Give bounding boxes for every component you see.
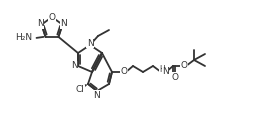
Text: N: N <box>37 19 44 28</box>
Text: N: N <box>162 67 169 76</box>
Text: Cl: Cl <box>76 86 85 95</box>
Text: N: N <box>60 19 67 28</box>
Text: N: N <box>87 39 93 47</box>
Text: H: H <box>159 65 165 73</box>
Text: O: O <box>180 61 188 70</box>
Text: H₂N: H₂N <box>15 33 33 42</box>
Text: O: O <box>49 12 56 21</box>
Text: N: N <box>94 91 100 100</box>
Text: N: N <box>71 61 77 71</box>
Text: O: O <box>121 66 127 76</box>
Text: O: O <box>171 72 179 81</box>
